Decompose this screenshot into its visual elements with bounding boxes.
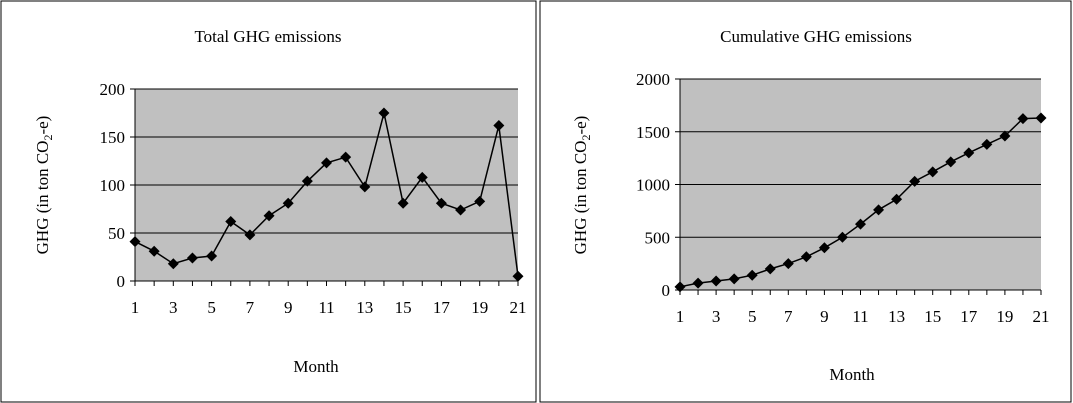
y-tick-label: 2000 <box>636 70 670 89</box>
chart-title: Total GHG emissions <box>194 27 341 46</box>
x-tick-label: 17 <box>960 307 978 326</box>
data-point <box>282 197 294 209</box>
x-tick-label: 21 <box>510 298 527 317</box>
x-tick-label: 15 <box>395 298 412 317</box>
data-point <box>764 263 776 275</box>
x-tick-label: 19 <box>996 307 1013 326</box>
x-tick-label: 13 <box>356 298 373 317</box>
data-point <box>321 157 332 169</box>
data-point <box>186 252 198 264</box>
data-point <box>692 277 704 289</box>
y-tick-label: 100 <box>100 176 126 195</box>
y-tick-label: 1000 <box>636 176 670 195</box>
x-tick-label: 19 <box>471 298 488 317</box>
x-tick-label: 21 <box>1033 307 1050 326</box>
x-tick-label: 11 <box>852 307 868 326</box>
x-tick-label: 9 <box>284 298 293 317</box>
x-tick-label: 13 <box>888 307 905 326</box>
data-point <box>710 275 722 287</box>
data-point <box>1035 112 1047 124</box>
data-point <box>474 195 486 207</box>
y-axis-label: GHG (in ton CO2-e) <box>33 116 55 255</box>
y-tick-label: 500 <box>645 228 671 247</box>
data-point <box>455 204 467 216</box>
data-point <box>836 231 848 243</box>
data-point <box>909 175 921 187</box>
data-point <box>999 130 1011 142</box>
x-tick-label: 11 <box>318 298 334 317</box>
data-point <box>746 269 758 281</box>
x-axis-label: Month <box>829 365 875 384</box>
data-point <box>416 171 428 183</box>
data-point <box>782 258 794 270</box>
data-point <box>927 166 939 178</box>
data-point <box>378 107 390 119</box>
data-point <box>981 138 993 150</box>
data-point <box>945 156 957 168</box>
x-tick-label: 7 <box>246 298 255 317</box>
x-tick-label: 7 <box>784 307 793 326</box>
data-point <box>167 258 179 270</box>
x-tick-label: 1 <box>676 307 685 326</box>
x-tick-label: 1 <box>131 298 140 317</box>
x-tick-label: 5 <box>748 307 757 326</box>
data-point <box>674 281 686 293</box>
y-tick-label: 200 <box>100 80 126 99</box>
data-point <box>818 242 830 254</box>
y-tick-label: 0 <box>662 281 671 300</box>
y-tick-label: 0 <box>117 272 126 291</box>
y-axis-label: GHG (in ton CO2-e) <box>571 116 593 255</box>
data-point <box>359 181 371 193</box>
data-point <box>244 229 256 241</box>
data-point <box>340 151 352 163</box>
data-point <box>728 273 740 285</box>
data-point <box>225 215 237 227</box>
x-axis-label: Month <box>293 357 339 376</box>
data-point <box>148 245 160 257</box>
chart-cumulative-ghg: Cumulative GHG emissions 0 500 1000 1500 2000… <box>571 27 1050 384</box>
y-tick-label: 150 <box>100 128 126 147</box>
x-tick-label: 5 <box>207 298 216 317</box>
data-point <box>129 236 141 248</box>
data-point <box>963 147 975 159</box>
x-tick-label: 3 <box>169 298 178 317</box>
data-point <box>873 204 885 216</box>
data-point <box>512 270 524 282</box>
data-point <box>435 197 447 209</box>
x-tick-label: 15 <box>924 307 941 326</box>
data-point <box>800 251 812 263</box>
chart-title: Cumulative GHG emissions <box>720 27 912 46</box>
data-point <box>855 218 866 230</box>
data-point <box>1017 113 1029 125</box>
x-tick-label: 17 <box>433 298 451 317</box>
y-tick-label: 50 <box>108 224 125 243</box>
data-point <box>891 193 903 205</box>
data-point <box>397 197 409 209</box>
data-point <box>263 210 275 222</box>
x-tick-label: 9 <box>820 307 829 326</box>
y-tick-label: 1500 <box>636 123 670 142</box>
data-point <box>493 119 505 131</box>
x-tick-label: 3 <box>712 307 721 326</box>
data-point <box>206 250 218 262</box>
data-point <box>301 175 313 187</box>
